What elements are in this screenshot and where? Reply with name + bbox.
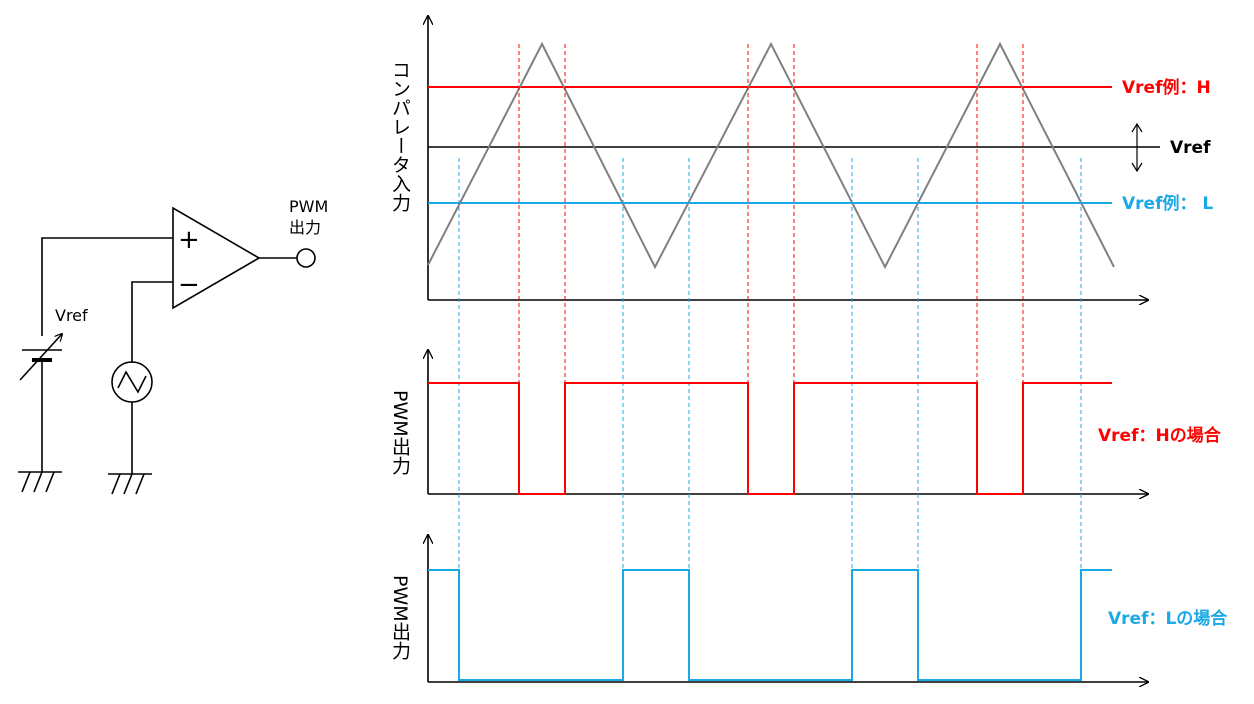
top-y-axis-label: コンパレータ入力 — [389, 60, 411, 212]
variable-battery-symbol — [19, 334, 62, 472]
cyan-guide-lines — [458, 158, 1082, 682]
output-label-line2: 出力 — [289, 218, 321, 237]
vref-l-label: Vref例： L — [1122, 193, 1213, 214]
vref-h-label: Vref例：H — [1122, 77, 1211, 98]
pwm-waveform-vref-l — [428, 569, 1112, 681]
triangle-wave-source-symbol — [111, 361, 153, 474]
minus-sign: − — [178, 270, 200, 300]
output-terminal — [296, 248, 316, 268]
vref-adjust-arrow — [1131, 122, 1143, 173]
vref-label: Vref — [55, 306, 88, 325]
bottom-y-axis-label: PWM出力 — [389, 575, 411, 660]
ground-symbol-2 — [108, 473, 152, 495]
pwm-waveform-vref-h — [428, 382, 1112, 495]
plus-sign: + — [178, 225, 200, 255]
circuit — [18, 206, 316, 495]
minus-input-wire — [131, 281, 173, 363]
plus-input-wire — [41, 237, 173, 336]
ground-symbol-1 — [18, 471, 62, 493]
bottom-annotation: Vref：Lの場合 — [1108, 608, 1228, 629]
vref-label-right: Vref — [1170, 138, 1211, 158]
middle-annotation: Vref：Hの場合 — [1098, 425, 1222, 446]
middle-y-axis-label: PWM出力 — [389, 390, 411, 475]
triangle-waveform — [427, 41, 1115, 270]
output-label-line1: PWM — [289, 197, 328, 216]
red-guide-lines — [518, 44, 1024, 494]
axes — [428, 16, 1148, 682]
comparator-symbol — [172, 206, 261, 310]
